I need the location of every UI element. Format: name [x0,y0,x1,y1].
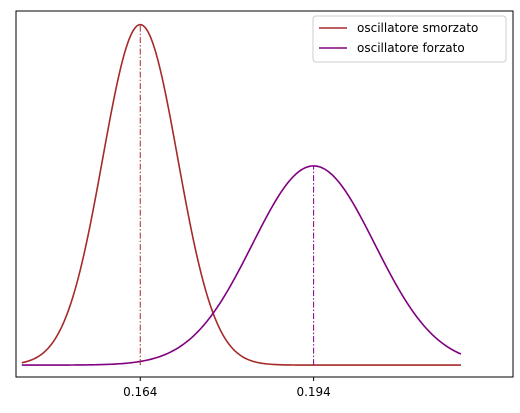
legend-label-1: oscillatore smorzato [357,21,478,35]
x-tick-label-2: 0.194 [296,385,330,399]
series-line-1 [21,23,461,366]
axes-frame [15,10,514,378]
legend-label-2: oscillatore forzato [357,41,465,55]
plot-area [21,23,462,366]
x-tick-label-1: 0.164 [123,385,157,399]
legend: oscillatore smorzato oscillatore forzato [312,15,507,63]
legend-box [312,15,507,63]
series-line-2 [21,165,462,366]
x-axis: 0.164 0.194 [123,377,331,399]
